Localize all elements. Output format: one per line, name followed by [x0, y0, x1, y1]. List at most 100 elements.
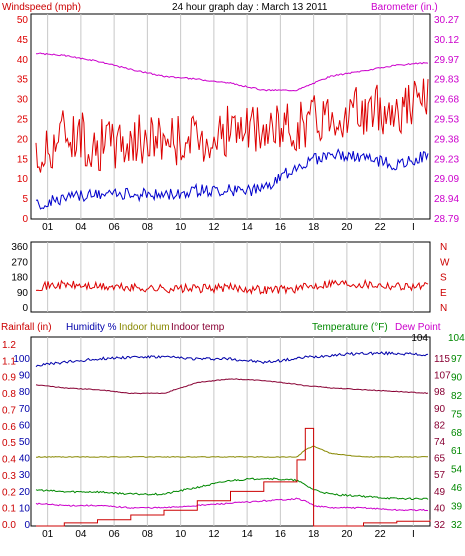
windspeed-tick-label: 5	[22, 194, 28, 205]
x-tick-label: 16	[275, 529, 287, 540]
barometer-tick-label: 29.97	[434, 55, 459, 66]
direction-axis-ticks: 360 270 180 90 0	[11, 242, 28, 314]
x-tick-label: 12	[208, 529, 220, 540]
dew-tick-label: 46	[451, 483, 463, 494]
dew-tick-label: 82	[451, 391, 463, 402]
rainfall-tick-label: 0.0	[2, 520, 16, 531]
humidity-tick-label: 100	[13, 354, 30, 365]
rainfall-tick-label: 0.7	[2, 405, 16, 416]
temperature-tick-label: 107	[434, 371, 451, 382]
compass-tick-label: W	[440, 257, 450, 268]
humidity-tick-label: 80	[19, 387, 31, 398]
x-tick-label: 04	[75, 222, 87, 233]
windspeed-line	[35, 78, 429, 173]
temperature-tick-label: 115	[434, 354, 450, 365]
indoor-temp-line	[35, 378, 429, 395]
direction-tick-label: 90	[17, 288, 29, 299]
rainfall-tick-label: 1.1	[2, 356, 16, 367]
humidity-tick-label: 40	[19, 454, 31, 465]
temperature-tick-label: 98	[434, 387, 446, 398]
x-tick-label: I	[412, 529, 415, 540]
barometer-tick-label: 29.83	[434, 75, 459, 86]
x-tick-label: 20	[341, 222, 353, 233]
rainfall-label: Rainfall (in)	[1, 322, 52, 333]
temperature-tick-label: 82	[434, 420, 446, 431]
barometer-tick-label: 30.27	[434, 15, 459, 26]
x-tick-label: 18	[308, 222, 320, 233]
direction-line	[35, 278, 429, 295]
rainfall-tick-label: 0.5	[2, 438, 16, 449]
humidity-label: Humidity %	[66, 322, 117, 333]
temperature-line	[35, 477, 429, 501]
indoor-temp-label: Indoor temp	[171, 322, 225, 333]
windspeed-lines	[35, 52, 429, 210]
dew-tick-label: 90	[451, 372, 463, 383]
x-tick-label: 14	[242, 222, 254, 233]
direction-grid	[47, 242, 414, 312]
x-tick-label: 08	[142, 222, 154, 233]
windspeed-tick-label: 30	[17, 95, 29, 106]
compass-tick-label: N	[440, 242, 447, 253]
rainfall-axis-ticks: 1.2 1.1 0.9 0.8 0.7 0.6 0.5 0.4 0.3 0.2 0.1 0.0	[2, 340, 16, 531]
dew-top-label: 104	[448, 333, 465, 344]
humidity-tick-label: 10	[19, 503, 31, 514]
dew-tick-label: 97	[451, 354, 463, 365]
x-tick-label: 10	[175, 222, 187, 233]
dew-axis-ticks: 104 97 90 82 75 68 61 54 46 39 32	[448, 333, 465, 531]
temperature-label: Temperature (°F)	[312, 322, 388, 333]
humidity-tick-label: 0	[24, 520, 30, 531]
windspeed-tick-label: 20	[17, 134, 29, 145]
windspeed-tick-label: 0	[22, 214, 28, 225]
x-tick-label: 18	[308, 529, 320, 540]
humidity-line	[35, 350, 429, 368]
dew-tick-label: 75	[451, 409, 463, 420]
barometer-axis-ticks: 30.27 30.12 29.97 29.83 29.68 29.53 29.38 29.23…	[434, 15, 459, 225]
temperature-x-ticks: 01 04 06 08 10 12 14 16 18 20 22 I	[42, 529, 415, 540]
dew-tick-label: 61	[451, 446, 463, 457]
windspeed-tick-label: 35	[17, 75, 29, 86]
rainfall-tick-label: 0.1	[2, 504, 16, 515]
x-tick-label: 14	[242, 529, 254, 540]
windspeed-x-ticks: 01 04 06 08 10 12 14 16 18 20 22 I	[42, 222, 415, 233]
rainfall-tick-label: 0.4	[2, 455, 16, 466]
direction-lines	[35, 278, 429, 295]
x-tick-label: 01	[42, 529, 54, 540]
windspeed-tick-label: 10	[17, 174, 29, 185]
x-tick-label: 12	[208, 222, 220, 233]
windspeed-tick-label: 15	[17, 154, 29, 165]
x-tick-label: 16	[275, 222, 287, 233]
chart-title: 24 hour graph day : March 13 2011	[172, 2, 328, 13]
humidity-tick-label: 70	[19, 404, 31, 415]
temperature-lines	[35, 350, 431, 527]
barometer-tick-label: 29.23	[434, 154, 459, 165]
gust-line	[35, 148, 429, 210]
barometer-line	[36, 52, 429, 92]
temperature-tick-label: 32	[434, 520, 446, 531]
humidity-tick-label: 20	[19, 487, 31, 498]
indoor-hum-label: Indoor hum	[119, 322, 170, 333]
windspeed-panel	[30, 13, 431, 220]
windspeed-tick-label: 45	[17, 35, 29, 46]
barometer-tick-label: 28.79	[434, 214, 459, 225]
windspeed-tick-label: 50	[17, 15, 29, 26]
x-tick-label: 10	[175, 529, 187, 540]
barometer-tick-label: 28.94	[434, 194, 459, 205]
dew-tick-label: 32	[451, 520, 463, 531]
barometer-tick-label: 29.09	[434, 174, 459, 185]
temperature-tick-label: 74	[434, 437, 446, 448]
compass-tick-label: E	[440, 288, 447, 299]
barometer-tick-label: 30.12	[434, 35, 459, 46]
barometer-tick-label: 29.38	[434, 134, 459, 145]
humidity-tick-label: 50	[19, 437, 31, 448]
x-tick-label: 04	[75, 529, 87, 540]
x-tick-label: 01	[42, 222, 54, 233]
temperature-axis-ticks: 115 107 98 90 82 74 65 57 49 40 32	[434, 354, 451, 531]
temperature-tick-label: 49	[434, 487, 446, 498]
barometer-tick-label: 29.53	[434, 115, 459, 126]
dew-point-label: Dew Point	[395, 322, 441, 333]
x-tick-label: 20	[341, 529, 353, 540]
dew-tick-label: 68	[451, 428, 463, 439]
windspeed-grid	[47, 14, 414, 219]
